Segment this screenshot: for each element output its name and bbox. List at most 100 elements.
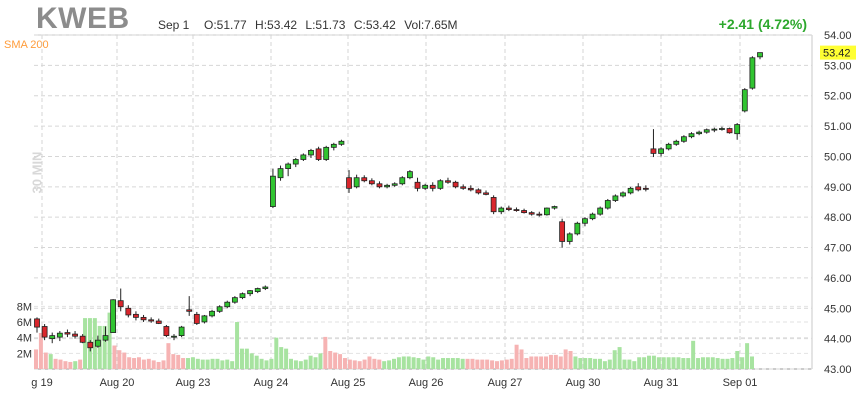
volume-bar (97, 325, 102, 369)
volume-bars (34, 312, 754, 369)
candle-body (407, 171, 413, 179)
volume-bar (117, 350, 122, 369)
candle-body (285, 163, 292, 170)
candle (650, 129, 657, 158)
volume-bar (519, 349, 524, 369)
candle-body (140, 316, 147, 321)
candle (544, 207, 550, 216)
volume-bar (78, 359, 83, 369)
candle-body (688, 133, 695, 138)
candle-body (186, 309, 193, 312)
time-tick-label: Aug 24 (254, 377, 289, 389)
candle-body (171, 335, 177, 338)
candle (445, 177, 451, 184)
volume-bar (127, 357, 132, 369)
open-value: O:51.77 (204, 18, 247, 32)
candle (620, 191, 626, 198)
candle-body (361, 177, 368, 182)
candle-body (414, 181, 421, 189)
candle-body (612, 195, 619, 201)
time-tick-label: Aug 31 (644, 377, 679, 389)
close-value: C:53.42 (353, 18, 396, 32)
volume-bar (696, 358, 701, 369)
candle-body (110, 299, 117, 333)
volume-bar (544, 356, 549, 369)
candle-body (56, 332, 63, 338)
candle (148, 317, 155, 323)
candle-body (475, 189, 482, 194)
sma-indicator-label[interactable]: SMA 200 (4, 39, 49, 51)
volume-bar (563, 349, 568, 369)
candle-body (247, 290, 253, 295)
candle (604, 198, 611, 210)
candle (566, 232, 573, 245)
volume-bar (441, 358, 446, 369)
candle-body (559, 221, 566, 242)
candle-body (72, 333, 78, 337)
volume-bar (289, 358, 294, 369)
volume-bar (83, 318, 88, 369)
volume-bar (63, 361, 68, 369)
candle-body (528, 212, 535, 215)
candle (429, 182, 436, 192)
candle-body (87, 341, 94, 349)
volume-value: Vol:7.65M (404, 18, 458, 32)
candle-body (726, 128, 733, 134)
volume-bar (347, 359, 352, 369)
candle (224, 300, 231, 309)
candle-body (635, 186, 642, 191)
candle (254, 287, 261, 294)
candle-body (673, 140, 680, 145)
candle (437, 179, 444, 190)
candle-body (102, 335, 109, 341)
candle (133, 311, 139, 321)
volume-bar (480, 359, 485, 369)
candle (612, 194, 619, 202)
volume-bar (308, 355, 313, 369)
volume-bar (651, 355, 656, 369)
volume-bar (53, 358, 58, 369)
candle-body (178, 326, 185, 336)
candle (117, 288, 124, 312)
bar-date: Sep 1 (158, 18, 190, 32)
candle (285, 162, 292, 177)
volume-bar (141, 359, 146, 369)
candle-body (323, 146, 330, 160)
volume-bar (411, 357, 416, 369)
candle (749, 56, 756, 90)
volume-bar (156, 361, 161, 369)
volume-bar (436, 359, 441, 369)
volume-bar (431, 357, 436, 369)
candle (757, 52, 763, 60)
volume-bar (298, 361, 303, 369)
volume-bar (342, 358, 347, 369)
candle (688, 132, 695, 139)
candle (270, 168, 276, 209)
volume-bar (382, 361, 387, 369)
volume-bar (553, 354, 558, 369)
price-tick-label: 49.00 (824, 182, 852, 194)
candle (490, 195, 497, 215)
candle (483, 190, 489, 196)
volume-bar (274, 337, 279, 369)
candle (407, 170, 413, 180)
candle-body (308, 149, 314, 156)
candle (726, 127, 733, 134)
candle-body (658, 148, 664, 154)
time-axis: g 19 Aug 20 Aug 23 Aug 24 Aug 25 Aug 26 Aug 27… (31, 377, 757, 389)
candle-body (741, 89, 748, 112)
volume-bar (186, 358, 191, 369)
candle (110, 299, 117, 333)
volume-bar (367, 356, 372, 369)
candle (627, 186, 634, 195)
volume-bar (303, 359, 308, 369)
volume-bar (705, 357, 710, 369)
candle-body (148, 319, 155, 322)
candle-body (620, 192, 626, 197)
candle-body (155, 320, 162, 324)
volume-bar (68, 361, 73, 369)
candle-body (368, 180, 375, 185)
candle-body (582, 218, 588, 224)
